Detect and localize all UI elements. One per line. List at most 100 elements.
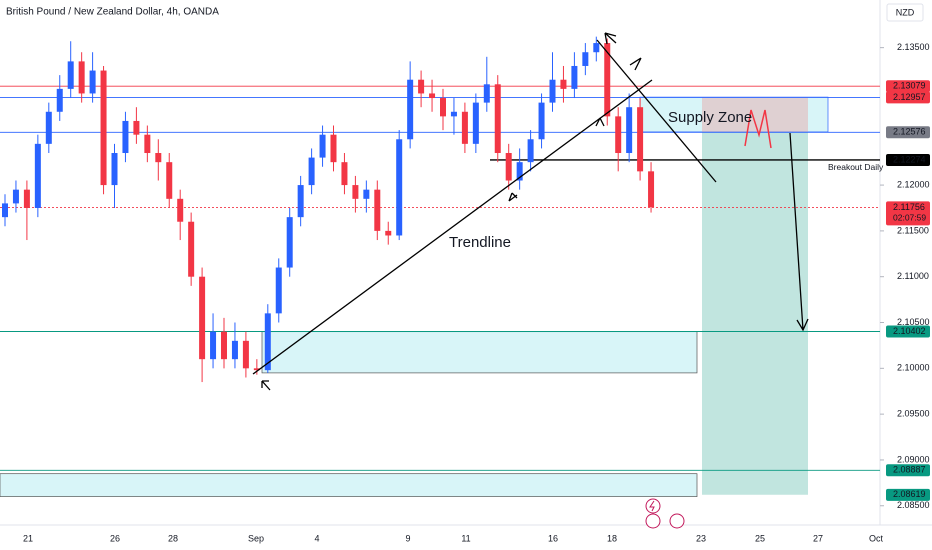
candle-body xyxy=(221,331,227,360)
event-icons xyxy=(645,498,685,529)
candle-body xyxy=(144,134,151,154)
candle-body xyxy=(23,189,30,208)
price-level-box xyxy=(886,80,930,93)
candle-body xyxy=(626,107,633,154)
candle-body xyxy=(56,88,63,112)
price-level-label: 2.08887 xyxy=(893,465,926,475)
y-tick-label: 2.11000 xyxy=(897,271,929,281)
currency-box[interactable] xyxy=(886,3,924,22)
price-level-label: 2.12274 xyxy=(893,154,926,164)
candle-body xyxy=(308,157,315,186)
candle-body xyxy=(253,368,260,371)
candle-body xyxy=(122,120,129,154)
price-level-box xyxy=(886,153,930,166)
x-tick-label: 16 xyxy=(548,533,558,543)
candle-body xyxy=(166,162,173,199)
candle-body xyxy=(418,79,425,94)
y-tick-label: 2.11500 xyxy=(897,225,929,235)
candle-body xyxy=(78,61,85,94)
candle-body xyxy=(297,185,304,218)
candle-body xyxy=(461,111,468,144)
x-tick-label: 27 xyxy=(813,533,823,543)
candle-body xyxy=(604,43,611,117)
candle-body xyxy=(615,116,622,154)
candle-body xyxy=(188,221,195,277)
candle-body xyxy=(67,61,74,89)
candle-body xyxy=(637,107,644,172)
candle-body xyxy=(483,84,490,103)
candle-body xyxy=(210,331,217,360)
zone xyxy=(0,473,698,497)
currency[interactable]: NZD xyxy=(896,7,915,17)
y-tick-label: 2.09000 xyxy=(897,454,930,464)
candle-body xyxy=(593,43,600,53)
y-tick-label: 2.13500 xyxy=(897,42,930,52)
candle-body xyxy=(505,153,512,181)
candle-body xyxy=(549,79,556,103)
price-level-box xyxy=(886,488,930,501)
x-tick-label: 21 xyxy=(23,533,33,543)
candle-body xyxy=(242,340,249,369)
candle-body xyxy=(560,79,567,89)
price-level-label: 2.13079 xyxy=(893,81,926,91)
event-glyph xyxy=(649,500,655,512)
x-tick-label: 25 xyxy=(755,533,765,543)
candle-body xyxy=(571,65,578,89)
level-name: Breakout Daily xyxy=(828,162,884,172)
candle-body xyxy=(472,102,479,144)
trendline-label: Trendline xyxy=(449,234,511,251)
zone xyxy=(702,131,808,495)
candle-body xyxy=(374,189,381,231)
candle-body xyxy=(396,139,403,236)
candle-body xyxy=(2,203,8,218)
y-tick-label: 2.08500 xyxy=(897,500,930,510)
price-level-box xyxy=(886,91,930,104)
candle-body xyxy=(45,111,52,144)
candle-body xyxy=(199,276,206,360)
arrow-top xyxy=(604,32,617,45)
x-tick-label: Oct xyxy=(869,533,884,543)
x-tick-label: 18 xyxy=(607,533,617,543)
price-level-box xyxy=(886,201,930,226)
price-level-box xyxy=(886,126,930,139)
candle-body xyxy=(319,134,326,158)
candle-body xyxy=(341,162,348,186)
zone-overlap xyxy=(702,97,808,132)
arrow-up xyxy=(595,117,605,127)
candle-body xyxy=(385,230,392,236)
candle-body xyxy=(450,111,457,117)
target-arrow xyxy=(789,132,809,332)
event-icon xyxy=(645,498,661,514)
price-level-label: 2.11756 xyxy=(893,202,925,212)
y-tick-label: 2.10000 xyxy=(897,363,930,373)
candle-body xyxy=(494,84,501,154)
candle-body xyxy=(100,70,107,186)
y-tick-label: 2.10500 xyxy=(897,317,930,327)
candle-body xyxy=(177,198,184,222)
candle-body xyxy=(264,313,271,371)
candle-body xyxy=(648,171,655,208)
zone xyxy=(261,331,698,374)
price-level-label: 2.12957 xyxy=(893,92,926,102)
countdown: 02:07:59 xyxy=(893,213,926,223)
descending-line xyxy=(596,39,717,183)
candle-body xyxy=(89,70,96,94)
candle-body xyxy=(34,143,41,208)
x-tick-label: 26 xyxy=(110,533,120,543)
m-pattern xyxy=(744,109,772,149)
y-tick-label: 2.09500 xyxy=(897,409,930,419)
arrow-cross xyxy=(629,57,642,71)
candle-body xyxy=(155,153,162,163)
candle-body xyxy=(330,134,337,163)
candle-body xyxy=(286,217,293,268)
price-level-box xyxy=(886,325,930,338)
candle-body xyxy=(538,102,545,140)
event-icon xyxy=(645,513,661,529)
arrow-bottom xyxy=(261,380,271,391)
price-level-box xyxy=(886,464,930,477)
price-level-label: 2.10402 xyxy=(893,326,926,336)
price-level-label: 2.08619 xyxy=(893,489,926,499)
candle-body xyxy=(12,189,19,204)
